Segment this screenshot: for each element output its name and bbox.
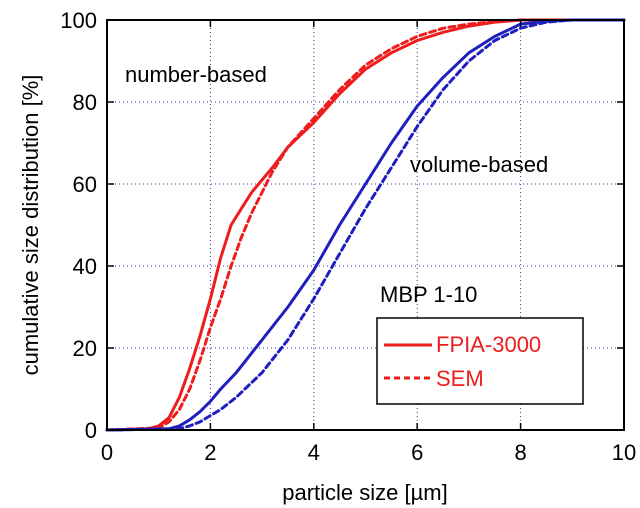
- y-tick-label: 60: [73, 172, 97, 197]
- series-line-2: [105, 18, 626, 432]
- legend: FPIA-3000 SEM: [376, 317, 584, 405]
- series-line-0: [105, 18, 626, 432]
- y-tick-label: 40: [73, 254, 97, 279]
- ticks: [106, 19, 625, 431]
- x-tick-label: 6: [411, 440, 423, 465]
- y-tick-label: 80: [73, 90, 97, 115]
- x-tick-label: 4: [308, 440, 320, 465]
- y-axis-label: cumulative size distribution [%]: [18, 75, 43, 376]
- x-axis-label: particle size [µm]: [282, 480, 448, 505]
- grid: [107, 20, 624, 430]
- x-tick-label: 0: [101, 440, 113, 465]
- x-tick-label: 8: [514, 440, 526, 465]
- annotation-number-based: number-based: [125, 62, 267, 87]
- plot-frame: [106, 19, 625, 431]
- x-tick-label: 10: [612, 440, 636, 465]
- x-tick-label: 2: [204, 440, 216, 465]
- legend-label-fpia: FPIA-3000: [436, 332, 541, 357]
- series-line-1: [105, 18, 626, 432]
- annotation-sample: MBP 1-10: [380, 282, 477, 307]
- series-layer: [105, 18, 626, 432]
- y-tick-label: 100: [60, 8, 97, 33]
- legend-box: [376, 317, 584, 405]
- series-line-3: [105, 18, 626, 432]
- annotation-volume-based: volume-based: [410, 152, 548, 177]
- y-tick-label: 20: [73, 336, 97, 361]
- legend-label-sem: SEM: [436, 366, 484, 391]
- y-tick-label: 0: [85, 418, 97, 443]
